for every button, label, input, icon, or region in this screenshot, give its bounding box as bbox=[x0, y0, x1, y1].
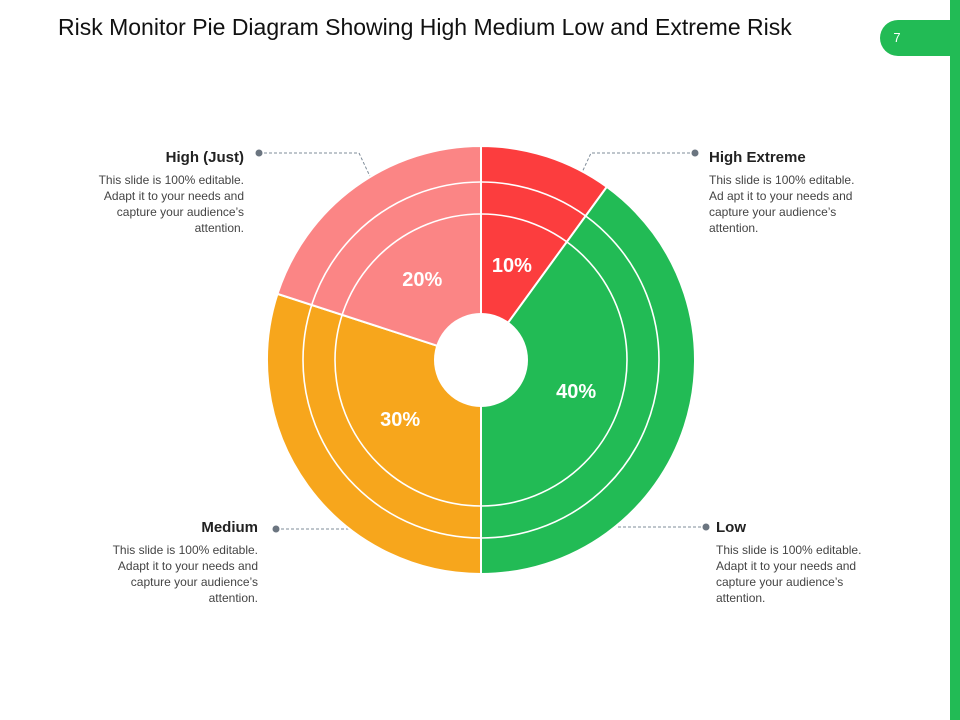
leader-dot-0 bbox=[691, 149, 699, 157]
pie-slice-high-extreme bbox=[480, 144, 609, 364]
callout-high-extreme-title: High Extreme bbox=[709, 149, 806, 166]
callout-high-just-text: This slide is 100% editable. Adapt it to… bbox=[98, 173, 244, 235]
callout-high-extreme: High Extreme This slide is 100% editable… bbox=[709, 149, 869, 236]
pie-ring-0 bbox=[302, 181, 660, 539]
leader-line-3 bbox=[259, 152, 414, 269]
callout-low-text: This slide is 100% editable. Adapt it to… bbox=[716, 543, 862, 605]
leader-dot-3 bbox=[255, 149, 263, 157]
callout-low: Low This slide is 100% editable. Adapt i… bbox=[716, 519, 876, 606]
pie-value-label-3: 20% bbox=[402, 269, 442, 291]
callout-high-just: High (Just) This slide is 100% editable.… bbox=[94, 149, 244, 236]
pie-center-hole bbox=[434, 313, 528, 407]
callout-medium: Medium This slide is 100% editable. Adap… bbox=[108, 519, 258, 606]
pie-rings bbox=[302, 181, 660, 539]
pie-slice-medium bbox=[266, 292, 482, 576]
pie-ring-1 bbox=[334, 213, 628, 507]
page-number: 7 bbox=[893, 30, 901, 45]
callout-low-title: Low bbox=[716, 519, 746, 536]
pie-value-label-0: 10% bbox=[492, 255, 532, 277]
leader-dot-2 bbox=[272, 525, 280, 533]
pie-value-label-1: 40% bbox=[556, 381, 596, 403]
callout-high-just-title: High (Just) bbox=[165, 149, 244, 166]
page-accent-strip bbox=[950, 0, 960, 720]
callout-medium-title: Medium bbox=[201, 519, 258, 536]
pie-value-labels: 10% 40% 30% 20% bbox=[380, 255, 596, 431]
pie-value-label-2: 30% bbox=[380, 409, 420, 431]
page-number-tab bbox=[880, 20, 960, 56]
leader-line-1 bbox=[580, 443, 706, 528]
callout-medium-text: This slide is 100% editable. Adapt it to… bbox=[112, 543, 258, 605]
callout-high-extreme-text: This slide is 100% editable. Ad apt it t… bbox=[709, 173, 855, 235]
pie-slices bbox=[266, 144, 696, 576]
leader-dot-1 bbox=[702, 523, 710, 531]
pie-slice-high-just bbox=[276, 144, 482, 362]
slide-title: Risk Monitor Pie Diagram Showing High Me… bbox=[58, 14, 792, 40]
